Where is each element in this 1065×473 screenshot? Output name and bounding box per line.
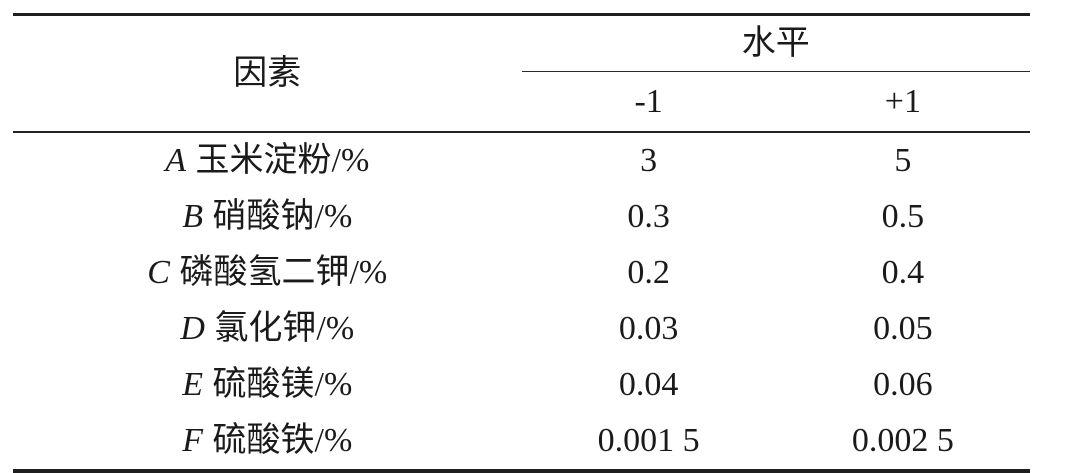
factor-letter: B <box>182 198 203 235</box>
level-high-cell: 0.4 <box>881 254 925 291</box>
table-row-factor-e: E 硫酸镁/% 0.04 0.06 <box>13 357 1030 413</box>
factor-level-table-container: 因素 水平 -1 +1 A 玉米淀粉/% 3 5 B 硝酸钠/% 0.3 0.5 C… <box>13 13 1030 473</box>
level-high-cell: 0.002 5 <box>851 422 954 459</box>
factor-cell: B 硝酸钠/% <box>13 189 522 245</box>
level-low-cell: 0.03 <box>618 310 679 347</box>
level-low-cell: 0.04 <box>618 366 679 403</box>
factor-letter: D <box>180 310 205 347</box>
table-row-factor-c: C 磷酸氢二钾/% 0.2 0.4 <box>13 245 1030 301</box>
level-low-cell: 0.001 5 <box>597 422 700 459</box>
level-column-header-plus1: +1 <box>775 71 1030 133</box>
factor-letter: A <box>165 142 186 179</box>
table-row-factor-f: F 硫酸铁/% 0.001 5 0.002 5 <box>13 413 1030 471</box>
factor-letter: E <box>182 366 203 403</box>
level-low-cell: 0.2 <box>627 254 670 291</box>
factor-name: 氯化钾/% <box>214 310 355 347</box>
factor-level-table: 因素 水平 -1 +1 A 玉米淀粉/% 3 5 B 硝酸钠/% 0.3 0.5 C… <box>13 13 1030 473</box>
level-low-cell: 0.3 <box>627 198 670 235</box>
level-high-cell: 0.05 <box>873 310 933 347</box>
factor-column-header: 因素 <box>13 14 522 133</box>
header-row-level-values: -1 +1 <box>13 71 1030 133</box>
factor-name: 硫酸铁/% <box>212 422 353 459</box>
factor-name: 磷酸氢二钾/% <box>179 254 388 291</box>
level-high-cell: 5 <box>894 142 912 179</box>
level-column-header-minus1: -1 <box>521 71 776 133</box>
level-low-cell: 3 <box>640 142 658 179</box>
factor-name: 硝酸钠/% <box>212 198 353 235</box>
level-high-cell: 0.06 <box>873 366 933 403</box>
factor-cell: F 硫酸铁/% <box>13 413 522 471</box>
factor-cell: A 玉米淀粉/% <box>13 132 522 189</box>
factor-name: 硫酸镁/% <box>212 366 353 403</box>
level-high-cell: 0.5 <box>881 198 925 235</box>
factor-cell: C 磷酸氢二钾/% <box>13 245 522 301</box>
header-row-level-group: 因素 水平 <box>13 14 1030 133</box>
factor-letter: C <box>147 254 170 291</box>
table-row-factor-d: D 氯化钾/% 0.03 0.05 <box>13 301 1030 357</box>
factor-name: 玉米淀粉/% <box>195 142 370 179</box>
factor-cell: E 硫酸镁/% <box>13 357 522 413</box>
factor-cell: D 氯化钾/% <box>13 301 522 357</box>
level-group-header: 水平 <box>521 14 1030 72</box>
table-row-factor-a: A 玉米淀粉/% 3 5 <box>13 132 1030 189</box>
factor-letter: F <box>182 422 203 459</box>
table-row-factor-b: B 硝酸钠/% 0.3 0.5 <box>13 189 1030 245</box>
